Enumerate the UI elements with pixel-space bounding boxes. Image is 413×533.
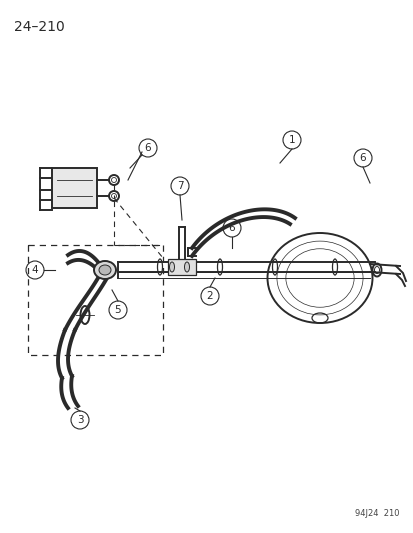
Bar	[168, 259, 195, 275]
Text: 5: 5	[114, 305, 121, 315]
Ellipse shape	[169, 262, 174, 272]
Text: 2: 2	[206, 291, 213, 301]
Text: 94J24  210: 94J24 210	[355, 509, 399, 518]
Text: 6: 6	[359, 153, 366, 163]
Text: 6: 6	[144, 143, 151, 153]
Text: 24–210: 24–210	[14, 20, 64, 34]
Ellipse shape	[184, 262, 189, 272]
Text: 7: 7	[176, 181, 183, 191]
Text: 6: 6	[228, 223, 235, 233]
Text: 3: 3	[76, 415, 83, 425]
Text: 1: 1	[288, 135, 294, 145]
FancyBboxPatch shape	[52, 168, 97, 208]
Ellipse shape	[99, 265, 111, 275]
Text: 4: 4	[32, 265, 38, 275]
Ellipse shape	[94, 261, 116, 279]
